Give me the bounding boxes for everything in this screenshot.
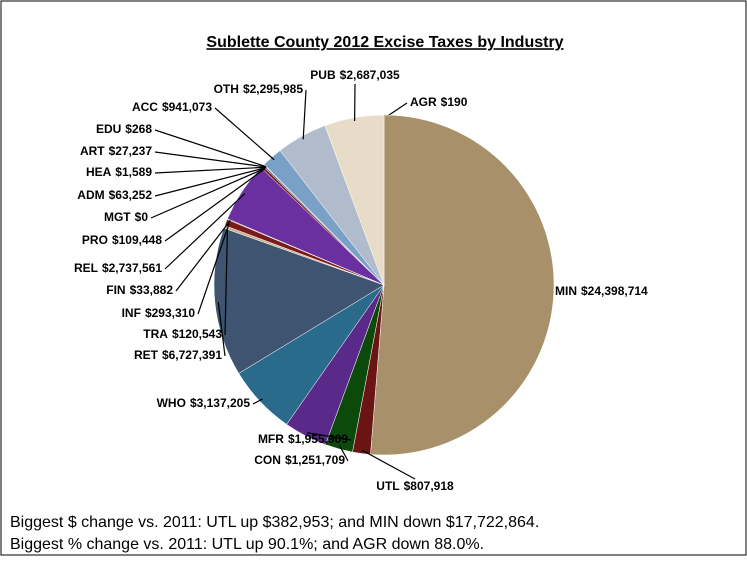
slice-label: RET$6,727,391: [134, 348, 222, 362]
slice-value-label: $807,918: [404, 479, 454, 493]
slice-category: FIN: [106, 283, 125, 297]
slice-label: WHO $3,137,205: [157, 396, 251, 410]
slice-value-label: $33,882: [130, 283, 174, 297]
slice-label: INF $293,310: [122, 306, 196, 320]
slice-value-label: $0: [135, 210, 149, 224]
slice-value-label: $24,398,714: [581, 284, 648, 298]
slice-category: INF: [122, 306, 141, 320]
annotation: Biggest $ change vs. 2011: UTL up $382,9…: [10, 514, 539, 531]
chart-title: Sublette County 2012 Excise Taxes by Ind…: [206, 34, 563, 51]
slice-category: MFR: [258, 432, 284, 446]
slice-category: MIN: [555, 284, 577, 298]
slice-category: HEA: [86, 165, 112, 179]
slice-value-label: $941,073: [162, 100, 212, 114]
slice-value-label: $6,727,391: [162, 348, 222, 362]
slice-label: REL $2,737,561: [74, 261, 162, 275]
slice-value-label: $2,737,561: [102, 261, 162, 275]
slice-label: ART $27,237: [80, 144, 152, 158]
slice-value-label: $2,687,035: [340, 68, 400, 82]
slice-category: RET: [134, 348, 159, 362]
slice-value-label: $120,543: [172, 327, 222, 341]
slice-value-label: $1,955,909: [288, 432, 348, 446]
slice-label: HEA$1,589: [86, 165, 152, 179]
slice-category: OTH: [214, 82, 239, 96]
slice-category: EDU: [96, 122, 121, 136]
slice-value-label: $1,589: [115, 165, 152, 179]
slice-label: FIN $33,882: [106, 283, 173, 297]
slice-value-label: $268: [125, 122, 152, 136]
slice-category: TRA: [143, 327, 168, 341]
slice-value-label: $3,137,205: [190, 396, 250, 410]
slice-category: UTL: [376, 479, 399, 493]
slice-value-label: $293,310: [145, 306, 195, 320]
slice-category: ADM: [77, 188, 104, 202]
slice-category: ACC: [132, 100, 158, 114]
slice-label: MGT $0: [104, 210, 148, 224]
slice-category: ART: [80, 144, 105, 158]
slice-label: OTH $2,295,985: [214, 82, 304, 96]
slice-category: MGT: [104, 210, 131, 224]
slice-label: PUB $2,687,035: [310, 68, 400, 82]
slice-category: REL: [74, 261, 98, 275]
slice-label: PRO $109,448: [82, 233, 162, 247]
slice-label: UTL $807,918: [376, 479, 454, 493]
slice-category: PRO: [82, 233, 108, 247]
slice-category: WHO: [157, 396, 186, 410]
slice-category: AGR: [410, 95, 437, 109]
slice-value-label: $63,252: [109, 188, 153, 202]
slice-label: ACC $941,073: [132, 100, 212, 114]
slice-value-label: $190: [441, 95, 468, 109]
slice-category: CON: [254, 453, 281, 467]
slice-value-label: $1,251,709: [285, 453, 345, 467]
slice-label: MIN $24,398,714: [555, 284, 648, 298]
slice-category: PUB: [310, 68, 336, 82]
slice-label: CON $1,251,709: [254, 453, 345, 467]
slice-label: TRA $120,543: [143, 327, 222, 341]
slice-value-label: $109,448: [112, 233, 162, 247]
slice-value-label: $2,295,985: [243, 82, 303, 96]
slice-label: ADM $63,252: [77, 188, 152, 202]
slice-value-label: $27,237: [109, 144, 153, 158]
annotation: Biggest % change vs. 2011: UTL up 90.1%;…: [10, 536, 484, 553]
slice-label: MFR $1,955,909: [258, 432, 348, 446]
